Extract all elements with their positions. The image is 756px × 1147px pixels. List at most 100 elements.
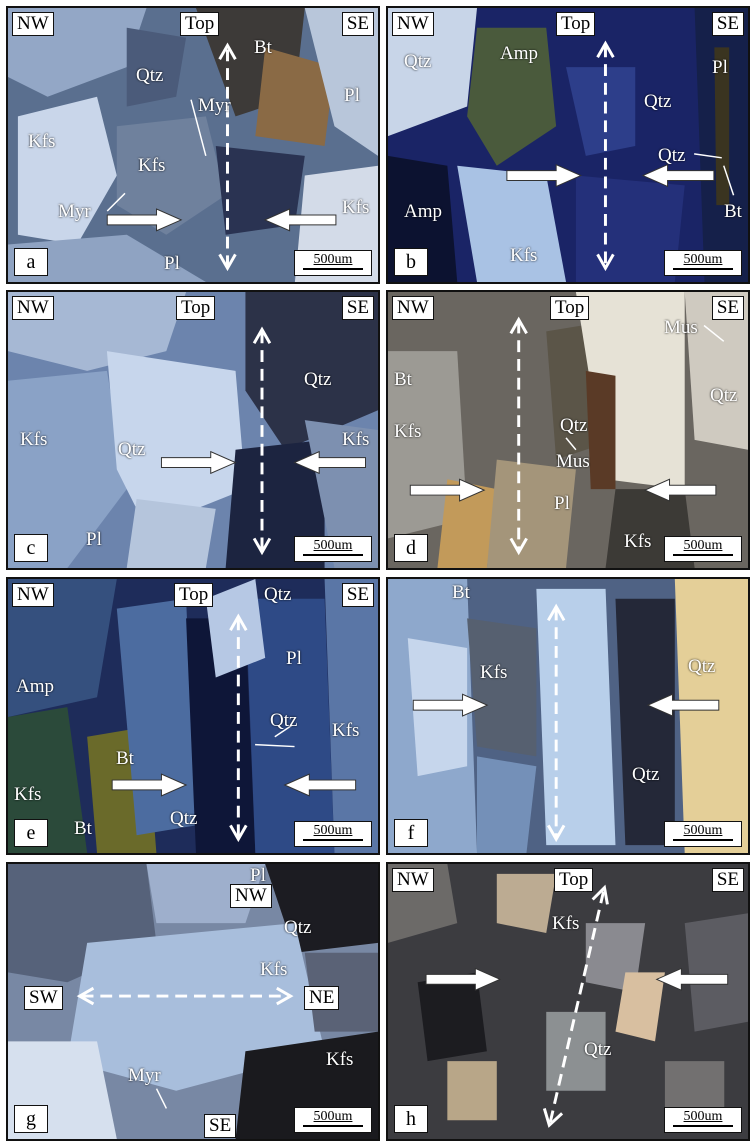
- direction-nw: NW: [230, 884, 272, 908]
- panel-letter: c: [14, 534, 48, 562]
- mineral-label: Kfs: [138, 155, 166, 176]
- mineral-label: Pl: [164, 253, 180, 274]
- direction-se: SE: [711, 296, 744, 320]
- panel-d: NW Top SE Mus Bt Qtz Kfs Qtz Mus Pl Kfs …: [386, 290, 750, 570]
- panel-b: NW Top SE Amp Qtz Pl Qtz Qtz Bt Amp Kfs …: [386, 6, 750, 284]
- panel-letter: g: [14, 1105, 48, 1133]
- mineral-label: Amp: [16, 676, 54, 697]
- scale-text: 500um: [683, 823, 723, 838]
- scale-bar: 500um: [664, 1107, 742, 1133]
- mineral-label: Kfs: [510, 245, 538, 266]
- mineral-label: Kfs: [14, 784, 42, 805]
- direction-top: Top: [554, 868, 594, 892]
- mineral-label: Amp: [500, 43, 538, 64]
- direction-se: SE: [341, 296, 374, 320]
- direction-ne: NE: [304, 986, 340, 1010]
- mineral-label: Mus: [556, 451, 590, 472]
- direction-top: Top: [174, 583, 214, 607]
- mineral-label: Kfs: [624, 531, 652, 552]
- direction-nw: NW: [392, 12, 434, 36]
- panel-letter: d: [394, 534, 428, 562]
- mineral-label: Qtz: [304, 369, 332, 390]
- mineral-label: Kfs: [342, 429, 370, 450]
- mineral-label: Qtz: [270, 710, 298, 731]
- mineral-label: Pl: [344, 85, 360, 106]
- panel-h: NW Top SE Kfs Qtz h 500um: [386, 862, 750, 1141]
- scale-text: 500um: [683, 252, 723, 267]
- micrograph-f: [388, 579, 748, 853]
- scale-text: 500um: [683, 1109, 723, 1124]
- panel-letter: e: [14, 819, 48, 847]
- mineral-label: Qtz: [560, 415, 588, 436]
- mineral-label: Qtz: [688, 656, 716, 677]
- scale-bar: 500um: [294, 1107, 372, 1133]
- direction-sw: SW: [24, 986, 63, 1010]
- direction-nw: NW: [12, 12, 54, 36]
- direction-se: SE: [341, 583, 374, 607]
- panel-a: NW Top SE Bt Qtz Myr Pl Kfs Kfs Myr Kfs …: [6, 6, 380, 284]
- mineral-label: Kfs: [326, 1049, 354, 1070]
- mineral-label: Pl: [250, 865, 266, 886]
- direction-top: Top: [550, 296, 590, 320]
- mineral-label: Bt: [116, 748, 134, 769]
- micrograph-h: [388, 864, 748, 1139]
- direction-top: Top: [180, 12, 220, 36]
- scale-text: 500um: [313, 252, 353, 267]
- mineral-label: Amp: [404, 201, 442, 222]
- direction-se: SE: [711, 12, 744, 36]
- scale-text: 500um: [313, 1109, 353, 1124]
- scale-bar: 500um: [294, 536, 372, 562]
- scale-bar: 500um: [664, 250, 742, 276]
- panel-letter: f: [394, 819, 428, 847]
- mineral-label: Pl: [554, 493, 570, 514]
- micrograph-b: [388, 8, 748, 282]
- direction-se: SE: [711, 868, 744, 892]
- panel-letter: h: [394, 1105, 428, 1133]
- mineral-label: Myr: [128, 1065, 161, 1086]
- direction-nw: NW: [12, 296, 54, 320]
- direction-top: Top: [556, 12, 596, 36]
- mineral-label: Kfs: [20, 429, 48, 450]
- mineral-label: Qtz: [170, 808, 198, 829]
- scale-bar: 500um: [294, 821, 372, 847]
- mineral-label: Qtz: [136, 65, 164, 86]
- mineral-label: Pl: [86, 529, 102, 550]
- mineral-label: Qtz: [404, 51, 432, 72]
- mineral-label: Qtz: [658, 145, 686, 166]
- mineral-label: Pl: [286, 648, 302, 669]
- scale-text: 500um: [313, 823, 353, 838]
- panel-c: NW Top SE Qtz Kfs Qtz Kfs Pl c 500um: [6, 290, 380, 570]
- mineral-label: Kfs: [394, 421, 422, 442]
- mineral-label: Kfs: [480, 662, 508, 683]
- mineral-label: Kfs: [342, 197, 370, 218]
- mineral-label: Qtz: [584, 1039, 612, 1060]
- mineral-label: Myr: [58, 201, 91, 222]
- mineral-label: Bt: [394, 369, 412, 390]
- mineral-label: Pl: [712, 57, 728, 78]
- mineral-label: Kfs: [332, 720, 360, 741]
- scale-bar: 500um: [664, 821, 742, 847]
- scale-bar: 500um: [664, 536, 742, 562]
- panel-g: NW SW NE SE Pl Qtz Kfs Kfs Myr g 500um: [6, 862, 380, 1141]
- mineral-label: Kfs: [552, 913, 580, 934]
- direction-nw: NW: [392, 296, 434, 320]
- scale-bar: 500um: [294, 250, 372, 276]
- panel-f: Bt Kfs Qtz Qtz f 500um: [386, 577, 750, 855]
- mineral-label: Bt: [724, 201, 742, 222]
- mineral-label: Qtz: [284, 917, 312, 938]
- panel-letter: a: [14, 248, 48, 276]
- direction-nw: NW: [392, 868, 434, 892]
- mineral-label: Kfs: [28, 131, 56, 152]
- mineral-label: Myr: [198, 95, 231, 116]
- mineral-label: Bt: [254, 37, 272, 58]
- micrograph-a: [8, 8, 378, 282]
- micrograph-c: [8, 292, 378, 568]
- mineral-label: Bt: [74, 818, 92, 839]
- mineral-label: Mus: [664, 317, 698, 338]
- mineral-label: Kfs: [260, 959, 288, 980]
- direction-nw: NW: [12, 583, 54, 607]
- direction-se: SE: [204, 1114, 237, 1138]
- mineral-label: Bt: [452, 582, 470, 603]
- mineral-label: Qtz: [644, 91, 672, 112]
- scale-text: 500um: [683, 538, 723, 553]
